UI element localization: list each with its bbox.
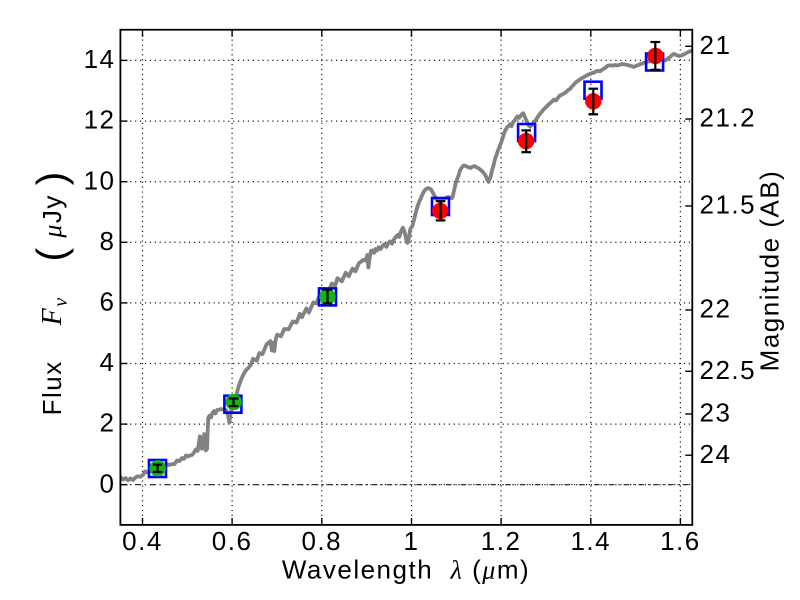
svg-text:1: 1	[404, 526, 420, 556]
svg-text:21.2: 21.2	[700, 103, 757, 133]
svg-text:0.4: 0.4	[122, 526, 163, 556]
svg-text:22: 22	[700, 294, 732, 324]
svg-text:Wavelength λ (μm): Wavelength λ (μm)	[282, 555, 530, 585]
svg-text:21: 21	[700, 30, 732, 60]
svg-text:10: 10	[84, 165, 116, 195]
svg-text:12: 12	[84, 105, 116, 135]
svg-text:0.8: 0.8	[301, 526, 342, 556]
svg-text:2: 2	[100, 408, 116, 438]
svg-text:1.4: 1.4	[570, 526, 611, 556]
svg-text:6: 6	[100, 287, 116, 317]
svg-text:1.2: 1.2	[481, 526, 522, 556]
svg-text:22.5: 22.5	[700, 355, 757, 385]
svg-text:1.6: 1.6	[660, 526, 701, 556]
svg-text:4: 4	[100, 347, 116, 377]
svg-text:24: 24	[700, 439, 732, 469]
svg-text:14: 14	[84, 44, 116, 74]
svg-text:23: 23	[700, 398, 732, 428]
svg-text:Magnitude (AB): Magnitude (AB)	[755, 170, 785, 372]
svg-text:21.5: 21.5	[700, 190, 757, 220]
svg-text:0: 0	[100, 468, 116, 498]
svg-text:8: 8	[100, 226, 116, 256]
svg-text:0.6: 0.6	[212, 526, 253, 556]
